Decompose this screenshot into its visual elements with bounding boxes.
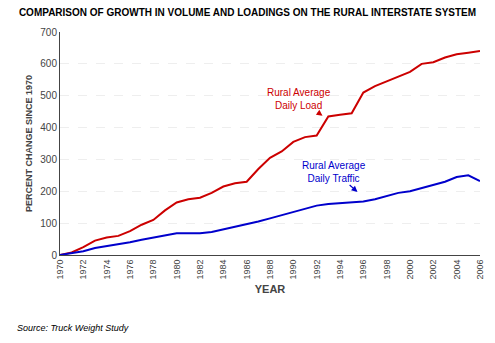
svg-text:1994: 1994 — [335, 260, 345, 280]
svg-text:700: 700 — [40, 27, 57, 38]
svg-text:Rural AverageDaily Load: Rural AverageDaily Load — [267, 87, 331, 111]
svg-text:1998: 1998 — [382, 260, 392, 280]
svg-text:1988: 1988 — [265, 260, 275, 280]
svg-text:PERCENT CHANGE SINCE 1970: PERCENT CHANGE SINCE 1970 — [24, 75, 34, 212]
svg-text:0: 0 — [51, 250, 57, 261]
svg-text:COMPARISON OF GROWTH IN VOLUME: COMPARISON OF GROWTH IN VOLUME AND LOADI… — [19, 7, 476, 18]
svg-text:Rural AverageDaily Traffic: Rural AverageDaily Traffic — [302, 160, 366, 184]
svg-text:1982: 1982 — [195, 260, 205, 280]
svg-text:2002: 2002 — [428, 260, 438, 280]
svg-text:1990: 1990 — [288, 260, 298, 280]
svg-text:2004: 2004 — [452, 260, 462, 280]
svg-text:2006: 2006 — [475, 260, 485, 280]
svg-text:Source: Truck Weight Study: Source: Truck Weight Study — [17, 323, 129, 333]
svg-text:1984: 1984 — [218, 260, 228, 280]
svg-text:1972: 1972 — [78, 260, 88, 280]
svg-text:2000: 2000 — [405, 260, 415, 280]
svg-text:200: 200 — [40, 186, 57, 197]
svg-text:1976: 1976 — [125, 260, 135, 280]
svg-text:1996: 1996 — [358, 260, 368, 280]
svg-text:100: 100 — [40, 218, 57, 229]
svg-text:400: 400 — [40, 122, 57, 133]
svg-text:500: 500 — [40, 90, 57, 101]
svg-text:YEAR: YEAR — [255, 283, 286, 295]
svg-text:1974: 1974 — [102, 260, 112, 280]
svg-text:300: 300 — [40, 154, 57, 165]
svg-text:1986: 1986 — [242, 260, 252, 280]
svg-text:1978: 1978 — [148, 260, 158, 280]
svg-text:1980: 1980 — [172, 260, 182, 280]
svg-text:600: 600 — [40, 58, 57, 69]
svg-text:1970: 1970 — [55, 260, 65, 280]
svg-text:1992: 1992 — [312, 260, 322, 280]
